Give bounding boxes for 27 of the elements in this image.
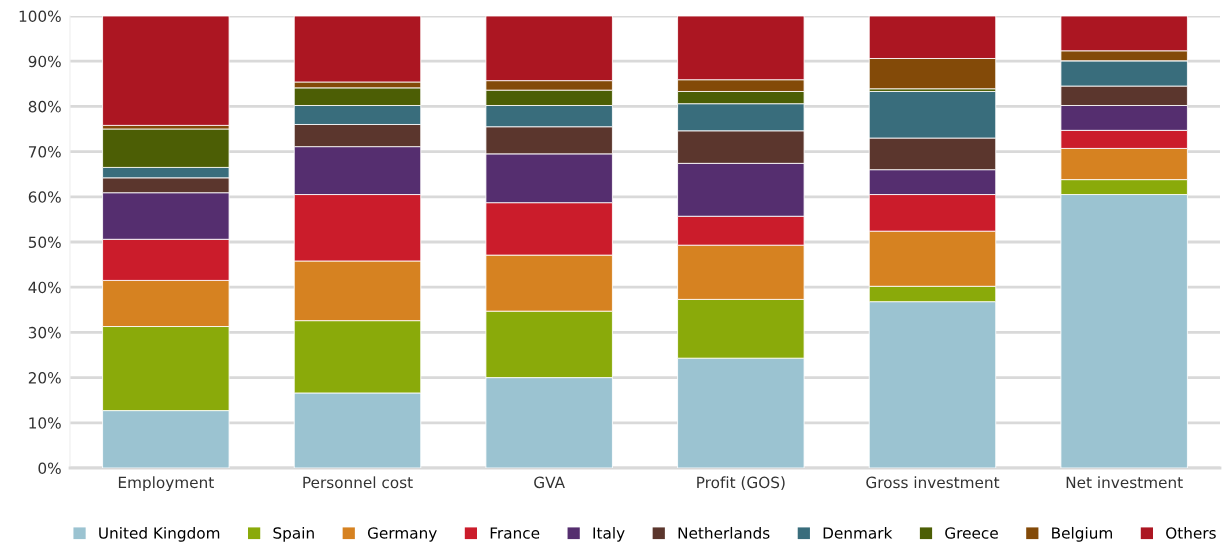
legend-label: Greece (945, 527, 998, 539)
y-tick-label: 50% (28, 236, 61, 249)
legend-label: France (490, 527, 540, 539)
legend-label: Spain (273, 526, 314, 542)
legend-label: Others (1166, 526, 1216, 539)
x-tick-label: Personnel cost (303, 476, 413, 489)
y-tick-label: 0% (38, 462, 61, 475)
legend-label: Italy (593, 526, 625, 542)
legend-label: United Kingdom (99, 526, 220, 542)
x-tick-label: Gross investment (866, 476, 1000, 489)
y-tick-label: 20% (28, 372, 61, 384)
legend-label: Netherlands (678, 526, 770, 539)
x-tick-label: Profit (GOS) (697, 476, 785, 490)
x-tick-label: GVA (534, 476, 565, 489)
y-tick-label: 100% (19, 10, 61, 23)
y-tick-label: 90% (28, 55, 61, 68)
y-tick-label: 10% (29, 417, 61, 429)
x-tick-label: Net investment (1066, 476, 1183, 489)
x-tick-label: Employment (118, 476, 214, 492)
y-tick-label: 30% (28, 326, 61, 339)
legend-label: Belgium (1052, 526, 1112, 542)
y-tick-label: 80% (28, 100, 61, 113)
legend-label: Germany (367, 527, 437, 542)
y-tick-label: 70% (28, 146, 61, 158)
legend-label: Denmark (823, 526, 893, 539)
y-tick-label: 40% (28, 281, 61, 294)
y-tick-label: 60% (28, 191, 61, 203)
